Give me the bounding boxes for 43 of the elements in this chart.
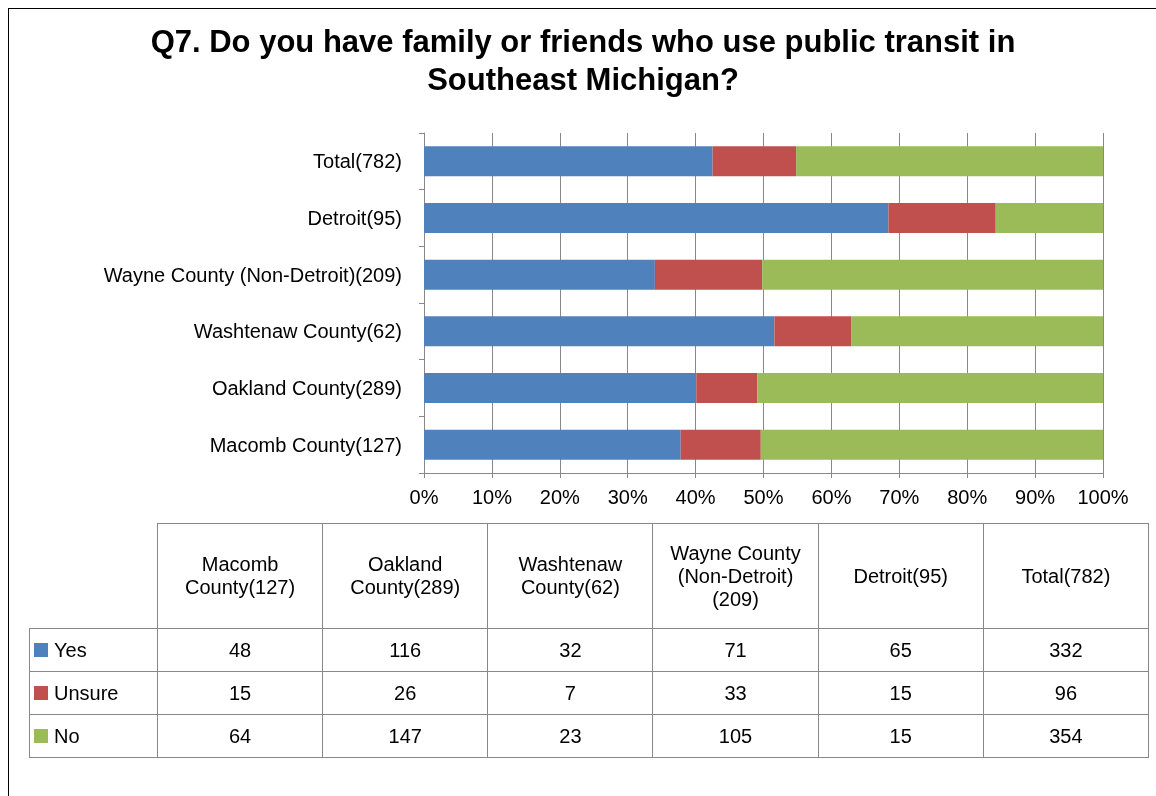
- data-label: 105: [652, 714, 819, 758]
- data-label: 15: [157, 671, 323, 715]
- data-label: 33: [652, 671, 819, 715]
- y-tick-label: Wayne County (Non-Detroit)(209): [103, 263, 402, 286]
- legend-label: No: [29, 714, 158, 758]
- x-tick-label: 90%: [1015, 486, 1056, 508]
- x-tick-label: 50%: [743, 486, 784, 508]
- data-label: 15: [818, 714, 984, 758]
- chart-title: Q7. Do you have family or friends who use public transit in Southeast Michigan?: [149, 23, 1017, 99]
- data-label: 64: [157, 714, 323, 758]
- data-label: 71: [652, 628, 819, 672]
- data-label: 23: [487, 714, 653, 758]
- x-tick-label: 70%: [879, 486, 920, 508]
- data-label: 7: [487, 671, 653, 715]
- data-label: 26: [322, 671, 488, 715]
- x-tick-label: 10%: [471, 486, 513, 508]
- data-label: 32: [487, 628, 653, 672]
- x-tick-label: 80%: [947, 486, 988, 508]
- data-label: 96: [983, 671, 1149, 715]
- data-label: 48: [157, 628, 323, 672]
- x-tick-label: 40%: [675, 486, 716, 508]
- data-label: 15: [818, 671, 984, 715]
- x-tick-label: 100%: [1077, 486, 1129, 508]
- legend-label: Yes: [29, 628, 158, 672]
- y-tick-label: Total(782): [313, 150, 402, 173]
- category-label: Detroit(95): [818, 523, 984, 629]
- data-label: 147: [322, 714, 488, 758]
- y-tick-label: Detroit(95): [307, 207, 402, 229]
- y-tick-label: Washtenaw County(62): [193, 320, 402, 343]
- legend-label: Unsure: [29, 671, 158, 715]
- data-label: 65: [818, 628, 984, 672]
- x-tick-label: 20%: [539, 486, 581, 508]
- y-tick-label: Macomb County(127): [209, 433, 402, 456]
- category-label: Total(782): [983, 523, 1149, 629]
- x-tick-label: 30%: [607, 486, 648, 508]
- x-tick-label: 0%: [409, 486, 439, 508]
- data-label: 354: [983, 714, 1149, 758]
- x-tick-label: 60%: [811, 486, 852, 508]
- category-label: Washtenaw County(62): [487, 523, 653, 629]
- data-label: 116: [322, 628, 488, 672]
- category-label: Wayne County (Non-Detroit)(209): [652, 523, 819, 629]
- y-tick-label: Oakland County(289): [211, 377, 402, 399]
- data-label: 332: [983, 628, 1149, 672]
